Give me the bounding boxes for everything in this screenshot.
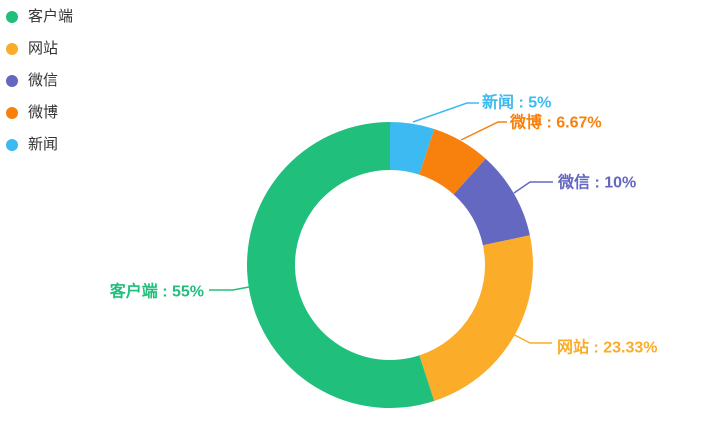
- legend-item-weibo[interactable]: 微博: [6, 102, 73, 124]
- legend-marker-dot: [6, 43, 18, 55]
- legend-item-weixin[interactable]: 微信: [6, 70, 73, 92]
- legend-marker-dot: [6, 75, 18, 87]
- donut-slice-4[interactable]: [390, 122, 435, 175]
- legend-item-wangzhan[interactable]: 网站: [6, 38, 73, 60]
- donut-slice-0[interactable]: [246, 122, 435, 408]
- slice-leader-4: [412, 102, 479, 123]
- legend-marker-dot: [6, 107, 18, 119]
- legend-marker-dot: [6, 139, 18, 151]
- slice-label-4: 新闻 : 5%: [482, 93, 551, 112]
- legend-label: 客户端: [28, 8, 74, 25]
- legend-label: 新闻: [28, 136, 59, 153]
- legend-marker-dot: [6, 11, 18, 23]
- legend-item-xinwen[interactable]: 新闻: [6, 134, 73, 156]
- slice-leader-0: [209, 286, 250, 291]
- legend-label: 微信: [28, 72, 59, 89]
- legend-label: 网站: [28, 40, 59, 57]
- legend-label: 微博: [28, 104, 59, 121]
- donut-slice-1[interactable]: [419, 235, 533, 402]
- donut-slice-3[interactable]: [419, 128, 486, 195]
- slice-label-3: 微博 : 6.67%: [509, 113, 602, 132]
- slice-label-0: 客户端 : 55%: [110, 282, 204, 301]
- slice-leader-3: [460, 121, 507, 141]
- slice-leader-1: [508, 331, 552, 344]
- legend: 客户端 网站 微信 微博 新闻: [6, 6, 73, 166]
- slice-label-2: 微信 : 10%: [557, 173, 636, 192]
- donut-slice-2[interactable]: [453, 158, 530, 246]
- slice-leader-2: [513, 181, 553, 194]
- slice-label-1: 网站 : 23.33%: [557, 338, 658, 357]
- legend-item-kehuduan[interactable]: 客户端: [6, 6, 73, 28]
